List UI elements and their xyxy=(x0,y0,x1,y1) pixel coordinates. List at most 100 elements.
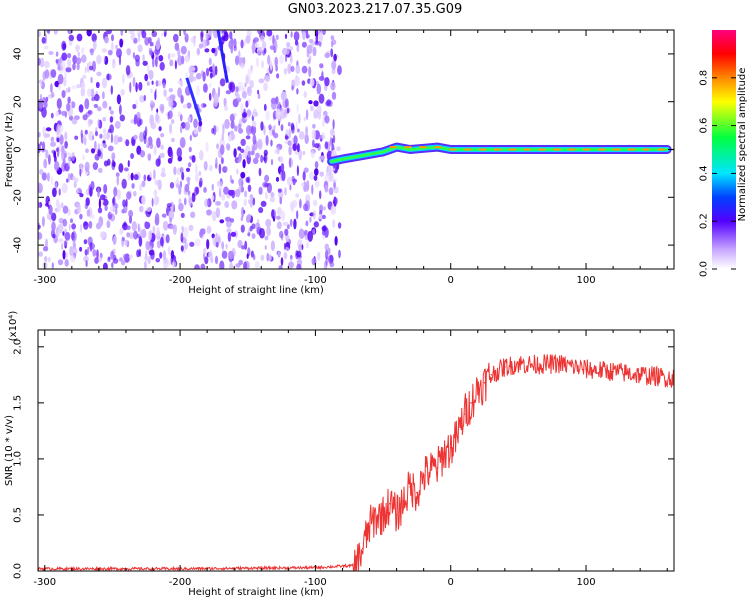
noise-blob xyxy=(250,125,257,135)
noise-blob xyxy=(170,250,175,259)
noise-blob xyxy=(329,136,333,147)
colorbar-tick-label: 0.4 xyxy=(699,165,710,181)
noise-blob xyxy=(154,217,160,226)
noise-blob xyxy=(260,200,267,207)
noise-blob xyxy=(288,128,292,139)
noise-blob xyxy=(296,45,299,52)
noise-blob xyxy=(198,43,204,49)
noise-blob xyxy=(133,230,138,240)
noise-blob xyxy=(244,240,248,250)
noise-blob xyxy=(309,78,315,87)
snr-point xyxy=(558,362,560,365)
noise-blob xyxy=(137,44,143,53)
noise-blob xyxy=(204,256,209,265)
noise-blob xyxy=(124,253,130,263)
noise-blob xyxy=(38,57,41,66)
noise-blob xyxy=(286,107,290,114)
noise-blob xyxy=(180,45,187,55)
noise-blob xyxy=(249,194,254,200)
noise-blob xyxy=(322,214,326,220)
noise-blob xyxy=(68,34,75,41)
noise-blob xyxy=(224,105,229,111)
noise-blob xyxy=(318,32,324,43)
noise-blob xyxy=(332,178,337,183)
noise-blob xyxy=(295,120,298,132)
noise-blob xyxy=(45,96,49,103)
noise-blob xyxy=(171,119,175,124)
noise-blob xyxy=(139,205,144,213)
noise-blob xyxy=(276,221,282,230)
noise-blob xyxy=(89,110,93,115)
noise-blob xyxy=(156,137,161,149)
noise-blob xyxy=(158,126,162,132)
noise-blob xyxy=(338,249,341,259)
noise-blob xyxy=(334,186,339,194)
noise-blob xyxy=(331,42,334,48)
noise-blob xyxy=(121,209,126,214)
noise-blob xyxy=(277,188,282,193)
noise-blob xyxy=(93,94,100,102)
noise-blob xyxy=(180,114,183,122)
noise-blob xyxy=(249,198,253,208)
noise-blob xyxy=(203,186,207,193)
noise-blob xyxy=(150,88,153,94)
noise-blob xyxy=(176,147,182,158)
noise-blob xyxy=(188,74,194,83)
noise-blob xyxy=(133,134,138,140)
noise-blob xyxy=(139,131,144,143)
noise-blob xyxy=(253,112,256,118)
noise-blob xyxy=(213,92,219,104)
noise-blob xyxy=(121,260,126,266)
noise-blob xyxy=(39,169,44,175)
noise-blob xyxy=(184,121,191,131)
noise-blob xyxy=(262,181,268,188)
noise-blob xyxy=(286,176,293,186)
noise-blob xyxy=(324,77,330,87)
noise-blob xyxy=(303,167,309,173)
noise-blob xyxy=(291,199,298,208)
noise-blob xyxy=(301,182,305,188)
noise-blob xyxy=(76,33,83,42)
noise-blob xyxy=(208,164,213,172)
noise-blob xyxy=(128,209,134,218)
noise-blob xyxy=(303,91,308,98)
noise-blob xyxy=(257,46,263,52)
noise-blob xyxy=(286,224,290,230)
noise-blob xyxy=(275,34,279,40)
noise-blob xyxy=(206,30,212,39)
noise-blob xyxy=(274,215,277,220)
noise-blob xyxy=(258,167,262,177)
noise-blob xyxy=(296,143,300,153)
noise-blob xyxy=(215,241,219,248)
snr-point xyxy=(375,516,378,518)
noise-blob xyxy=(143,134,147,145)
noise-blob xyxy=(62,218,68,227)
noise-blob xyxy=(73,241,76,249)
noise-blob xyxy=(317,111,322,120)
colorbar-tick-label: 0.2 xyxy=(699,213,710,229)
noise-blob xyxy=(329,261,335,268)
noise-blob xyxy=(263,156,266,162)
noise-blob xyxy=(167,53,171,60)
bottom-ytick-label: 2.0 xyxy=(13,339,24,355)
noise-blob xyxy=(297,128,300,133)
noise-blob xyxy=(201,103,203,109)
snr-point xyxy=(456,435,459,438)
noise-blob xyxy=(39,93,43,101)
noise-blob xyxy=(312,210,316,220)
noise-blob xyxy=(311,129,316,140)
noise-blob xyxy=(139,118,143,126)
noise-blob xyxy=(149,142,154,149)
noise-blob xyxy=(331,60,337,70)
noise-blob xyxy=(121,73,125,84)
noise-blob xyxy=(312,123,316,129)
noise-blob xyxy=(153,195,159,206)
noise-blob xyxy=(190,211,196,219)
noise-blob xyxy=(332,134,336,144)
noise-blob xyxy=(261,60,264,69)
noise-blob xyxy=(44,60,50,69)
noise-blob xyxy=(127,172,131,181)
noise-blob xyxy=(173,166,177,176)
noise-blob xyxy=(160,133,165,138)
noise-blob xyxy=(208,92,212,101)
